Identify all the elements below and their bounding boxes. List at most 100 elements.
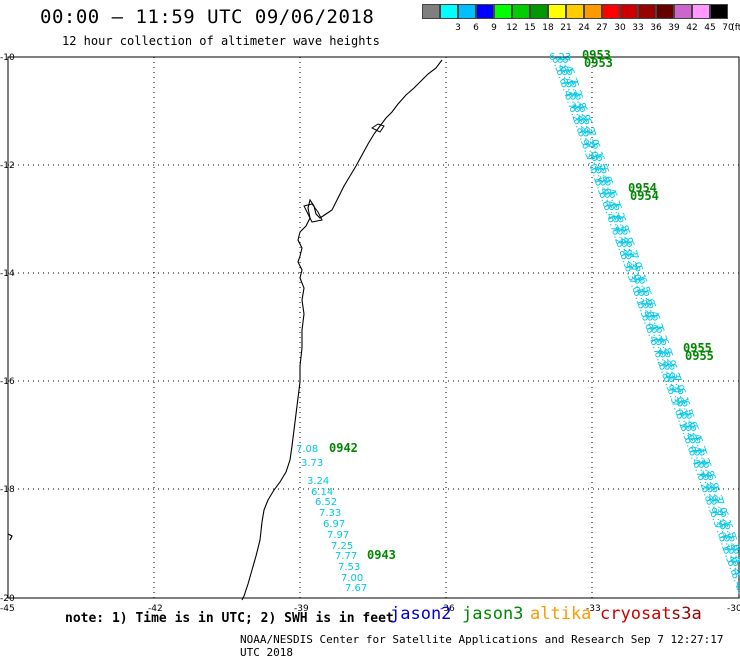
- satellite-legend-item: jason3: [462, 604, 524, 624]
- swh-value-dense: 6.5: [549, 55, 565, 74]
- scale-unit: (ft): [731, 23, 740, 33]
- swh-value-dense: 6.2: [567, 92, 583, 111]
- swh-value-dense: 6.7: [648, 325, 664, 344]
- swh-value-dense: 6.5: [721, 534, 737, 553]
- lat-label: -14: [0, 269, 15, 279]
- scale-label: 12: [506, 23, 518, 33]
- swh-value-dense: 7.0: [712, 522, 728, 541]
- swh-value-dense: 6.4: [601, 190, 617, 209]
- scale-swatch: [494, 4, 512, 19]
- swh-value: 6.14: [311, 487, 333, 498]
- scale-label: 70: [722, 23, 734, 33]
- swh-value-dense: 6.1: [673, 411, 689, 430]
- lon-label: -42: [148, 604, 163, 614]
- swh-value: 6.97: [323, 519, 345, 530]
- scale-label: 24: [578, 23, 590, 33]
- swh-value-dense: 7.0: [670, 374, 686, 393]
- swh-value-dense: 6.4: [559, 55, 575, 74]
- scale-swatch: [710, 4, 728, 19]
- swh-value-dense: 6.3: [707, 509, 723, 528]
- map-grid: [8, 57, 739, 598]
- swh-value-dense: 6.8: [615, 215, 631, 234]
- swh-value-dense: 6.3: [708, 497, 724, 516]
- scale-label: 39: [668, 23, 680, 33]
- pass-time-label: 0955: [685, 349, 714, 363]
- swh-value-dense: 6.5: [593, 166, 609, 185]
- swh-value-dense: 6.2: [609, 227, 625, 246]
- pass-time-label: 0954: [628, 181, 657, 195]
- scale-swatch: [440, 4, 458, 19]
- swh-value-dense: 6.1: [630, 289, 646, 308]
- map-title: 00:00 – 11:59 UTC 09/06/2018: [40, 6, 375, 28]
- pass-time-label: 0955: [683, 341, 712, 355]
- swh-value-dense: 6.3: [623, 252, 639, 271]
- swh-value-dense: 6.9: [660, 374, 676, 393]
- swh-value-dense: 6.5: [635, 301, 651, 320]
- swh-value-dense: 7.0: [712, 509, 728, 528]
- swh-value-dense: 7.0: [628, 252, 644, 271]
- swh-value-dense: 6.7: [647, 338, 663, 357]
- swh-value-dense: 6.8: [614, 227, 630, 246]
- swh-value-dense: 6.3: [622, 264, 638, 283]
- swh-value-dense: 6.3: [579, 141, 595, 160]
- swh-value-dense: 6.2: [566, 104, 582, 123]
- swh-value-dense: 6.9: [662, 350, 678, 369]
- swh-value: 7.53: [338, 562, 360, 573]
- swh-value-dense: 6.3: [580, 129, 596, 148]
- longitude-labels: -45 -42 -39 -36 -33 -30: [0, 604, 740, 614]
- scale-label: 9: [491, 23, 497, 33]
- swh-value-dense: 6.2: [652, 338, 668, 357]
- lat-label: -16: [0, 377, 15, 387]
- lat-label: -12: [0, 161, 15, 171]
- swh-value-dense: 7.0: [585, 129, 601, 148]
- swh-value-dense: 6.9: [704, 473, 720, 492]
- scale-label: 27: [596, 23, 608, 33]
- swh-value-dense: 6.3: [665, 387, 681, 406]
- units-note: note: 1) Time is in UTC; 2) SWH is in fe…: [65, 611, 394, 626]
- swh-value-dense: 6.6: [725, 546, 740, 565]
- swh-value-dense: 6.6: [597, 178, 613, 197]
- swh-value-dense: 6.5: [635, 289, 651, 308]
- swh-value-dense: 6.8: [613, 239, 629, 258]
- scale-swatch: [692, 4, 710, 19]
- swh-value-dense: 6.4: [686, 448, 702, 467]
- swh-value-dense: 6.9: [661, 362, 677, 381]
- swh-value-dense: 7.0: [583, 154, 599, 173]
- swh-value-dense: 6.4: [558, 68, 574, 87]
- map-subtitle: 12 hour collection of altimeter wave hei…: [62, 34, 380, 48]
- swh-value-dense: 6.6: [639, 313, 655, 332]
- swh-value-dense: 6.1: [632, 264, 648, 283]
- swh-value-dense: 6.1: [589, 141, 605, 160]
- swh-value-dense: 6.7: [691, 448, 707, 467]
- swh-value-dense: 6.1: [716, 534, 732, 553]
- lon-label: -39: [294, 604, 309, 614]
- scale-swatch: [548, 4, 566, 19]
- scale-swatch: [656, 4, 674, 19]
- swh-value-dense: 6.9: [618, 239, 634, 258]
- swh-value-dense: 6.7: [563, 68, 579, 87]
- scale-swatch: [674, 4, 692, 19]
- swh-value-dense: 6.3: [581, 117, 597, 136]
- swh-value-dense: 6.4: [643, 325, 659, 344]
- pass-time-label: 0953: [584, 56, 613, 70]
- credit-line: NOAA/NESDIS Center for Satellite Applica…: [240, 633, 724, 659]
- swh-value-dense: 6.6: [724, 559, 740, 578]
- swh-value: 7.77: [335, 551, 357, 562]
- satellite-legend-item: altika: [530, 604, 592, 624]
- scale-label: 18: [542, 23, 554, 33]
- pass-time-label: 0954: [630, 189, 659, 203]
- swh-value-dense: 6.8: [657, 350, 673, 369]
- swh-value-dense: 6.1: [674, 399, 690, 418]
- map-frame: [7, 56, 740, 599]
- pass-time-label: 0943: [367, 548, 396, 562]
- scale-swatch: [530, 4, 548, 19]
- swh-value-dense: 6.6: [683, 411, 699, 430]
- swh-value-dense: 6.5: [593, 154, 609, 173]
- latitude-labels: -10 -12 -14 -16 -18 -20: [0, 53, 15, 604]
- swh-value-dense: 6.4: [645, 301, 661, 320]
- swh-value-dense: 6.7: [605, 203, 621, 222]
- scale-label: 45: [704, 23, 716, 33]
- swh-value-dense: 7.0: [713, 497, 729, 516]
- lat-label: -10: [0, 53, 15, 63]
